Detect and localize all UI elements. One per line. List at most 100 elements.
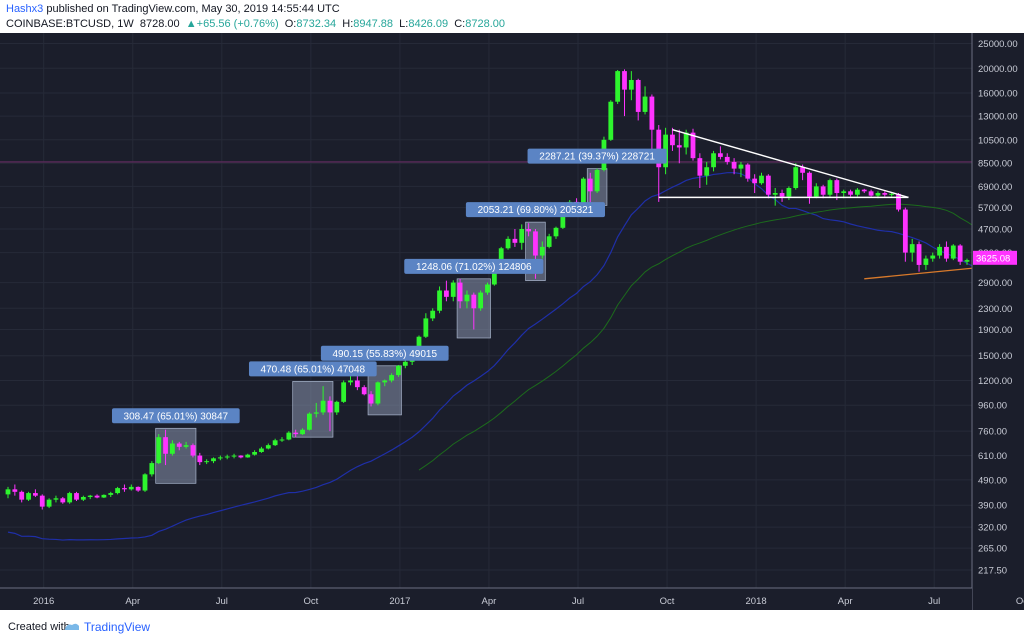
time-tick-label: Jul: [572, 596, 584, 607]
range-label-box: [248, 361, 377, 377]
candle-up: [279, 439, 285, 441]
candle-down: [697, 158, 703, 176]
candle-down: [622, 71, 627, 90]
candle-up: [341, 382, 347, 402]
candle-down: [354, 380, 360, 388]
price-tick-label: 10500.00: [978, 135, 1018, 146]
candle-down: [896, 193, 901, 210]
candle-up: [402, 361, 408, 366]
range-box: [155, 427, 197, 484]
candle-up: [546, 236, 552, 247]
candle-up: [628, 79, 634, 90]
candle-up: [423, 318, 429, 337]
candle-down: [526, 228, 531, 232]
price-tick-label: 1500.00: [978, 351, 1012, 362]
candle-up: [108, 493, 114, 495]
price-tick-label: 217.50: [978, 566, 1007, 577]
candle-up: [252, 451, 257, 455]
candle-up: [224, 456, 230, 458]
candle-down: [731, 161, 737, 169]
candle-up: [217, 457, 223, 459]
candle-down: [868, 191, 874, 196]
candle-down: [587, 178, 593, 192]
candle-down: [33, 493, 38, 496]
symbol-label: COINBASE:BTCUSD, 1W: [6, 18, 134, 30]
candle-down: [676, 145, 682, 148]
range-label-text: 1248.06 (71.02%) 124806: [416, 262, 532, 273]
range-label-text: 470.48 (65.01%) 47048: [261, 364, 366, 375]
candle-down: [94, 495, 100, 498]
candle-up: [375, 382, 381, 404]
candle-up: [128, 486, 134, 490]
candle-down: [12, 489, 18, 492]
tradingview-brand[interactable]: TradingView: [84, 620, 151, 634]
candle-down: [656, 129, 662, 168]
candle-down: [800, 167, 805, 173]
candle-up: [827, 180, 833, 195]
candle-up: [211, 458, 216, 462]
price-axis[interactable]: [972, 33, 1024, 611]
time-tick-label: 2018: [746, 596, 767, 607]
current-price-marker: 3625.08: [973, 250, 1017, 265]
candle-up: [320, 400, 326, 413]
candle-up: [245, 454, 251, 458]
candle-up: [553, 227, 559, 237]
candle-down: [916, 244, 922, 265]
time-tick-label: Apr: [482, 596, 497, 607]
candle-up: [87, 495, 93, 497]
candle-up: [396, 365, 401, 376]
candle-up: [889, 193, 895, 195]
candle-up: [348, 380, 353, 383]
candle-down: [848, 191, 853, 195]
candle-down: [471, 294, 477, 309]
range-box: [292, 381, 334, 438]
candle-up: [382, 380, 388, 383]
time-tick-label: Jul: [216, 596, 228, 607]
candle-up: [142, 474, 148, 491]
price-chart[interactable]: 308.47 (65.01%) 30847 470.48 (65.01%) 470…: [0, 33, 1024, 611]
candle-up: [937, 246, 942, 256]
moving-average-blue: [7, 172, 981, 541]
price-tick-label: 16000.00: [978, 89, 1018, 100]
range-label-box: [404, 258, 544, 274]
range-label-text: 2053.21 (69.80%) 205321: [478, 205, 594, 216]
candle-down: [834, 180, 840, 194]
candle-up: [711, 153, 716, 168]
candle-down: [39, 495, 45, 507]
candle-up: [26, 493, 31, 500]
author-name[interactable]: Hashx3: [6, 3, 44, 15]
candle-up: [539, 246, 545, 256]
candle-down: [512, 238, 518, 243]
candle-down: [690, 132, 696, 159]
price-tick-label: 320.00: [978, 523, 1007, 534]
publish-info: Hashx3 published on TradingView.com, May…: [6, 3, 340, 15]
time-tick-label: Oct: [303, 596, 318, 607]
orange-support-line: [864, 267, 973, 280]
candle-up: [909, 244, 915, 253]
range-label-box: [527, 148, 667, 164]
candle-down: [944, 246, 949, 259]
candle-up: [67, 493, 73, 503]
candle-up: [813, 186, 819, 197]
candle-down: [457, 282, 463, 302]
candle-up: [231, 455, 237, 457]
low-label: L:: [399, 18, 409, 30]
candle-down: [779, 193, 785, 197]
time-axis[interactable]: [0, 588, 972, 611]
candle-up: [642, 96, 648, 112]
candle-down: [176, 443, 182, 447]
candle-up: [950, 245, 956, 259]
candle-up: [286, 432, 292, 440]
candle-down: [902, 209, 908, 253]
close-label: C:: [454, 18, 466, 30]
candle-up: [156, 437, 162, 464]
last-price: 8728.00: [139, 18, 180, 30]
candle-down: [238, 455, 244, 458]
candle-down: [649, 96, 655, 130]
candle-up: [772, 193, 778, 195]
candle-down: [368, 394, 374, 404]
time-tick-label: Jul: [928, 596, 940, 607]
candle-up: [875, 193, 881, 196]
candle-up: [615, 71, 621, 102]
candle-up: [300, 429, 305, 435]
